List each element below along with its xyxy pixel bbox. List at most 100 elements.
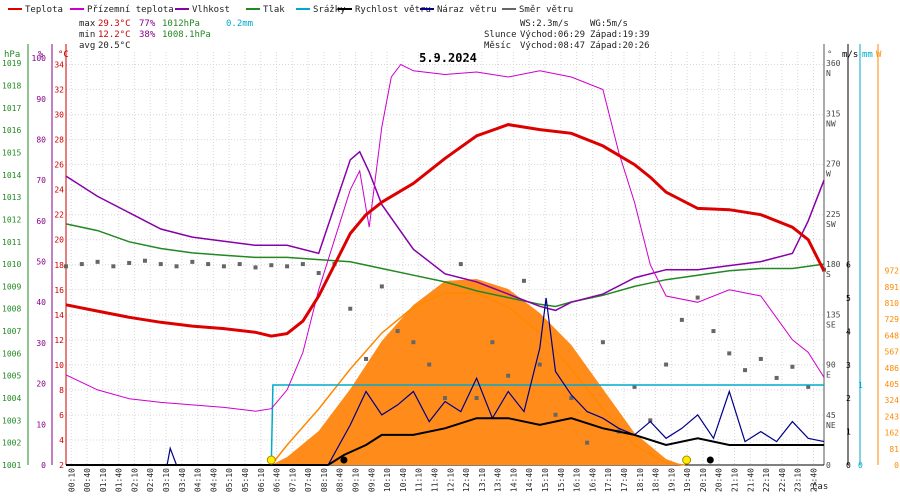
- ms-tick-label: 4: [846, 327, 851, 336]
- pct-tick-label: 100: [32, 54, 47, 63]
- dir-tick-compass: SW: [826, 220, 836, 229]
- x-tick-label: 20:40: [715, 468, 724, 492]
- x-tick-label: 17:40: [620, 468, 629, 492]
- sun-label: Slunce: [484, 30, 517, 40]
- wind-direction-point: [521, 278, 526, 283]
- x-tick-label: 23:10: [794, 468, 803, 492]
- dir-tick-compass: NE: [826, 421, 836, 430]
- hpa-tick-label: 1009: [2, 282, 21, 291]
- hpa-tick-label: 1004: [2, 394, 21, 403]
- temp-tick-label: 12: [54, 336, 64, 345]
- pct-tick-label: 60: [36, 217, 46, 226]
- x-tick-label: 11:40: [430, 468, 439, 492]
- stat-label: avg: [79, 41, 95, 51]
- w-tick-label: 972: [885, 267, 900, 276]
- humidity-line: [65, 150, 825, 312]
- x-tick-label: 01:10: [99, 468, 108, 492]
- legend-label: Rychlost větru: [355, 5, 431, 15]
- w-tick-label: 405: [885, 380, 900, 389]
- wind-direction-point: [316, 271, 321, 276]
- w-tick-label: 891: [885, 283, 900, 292]
- pct-unit: %: [38, 50, 44, 60]
- wind-direction-point: [474, 396, 479, 401]
- wind-direction-point: [348, 306, 353, 311]
- wind-direction-point: [395, 329, 400, 334]
- ms-unit: m/s: [842, 50, 858, 60]
- temp-unit: °C: [58, 50, 69, 60]
- sunrise-marker: [266, 455, 276, 465]
- moonset-marker: [706, 456, 714, 464]
- moonrise-marker: [340, 456, 348, 464]
- w-tick-label: 729: [885, 315, 900, 324]
- x-tick-label: 02:10: [130, 468, 139, 492]
- ground-temperature-line: [65, 63, 825, 412]
- solar-radiation-area: [271, 279, 682, 465]
- stat-value: 1012hPa: [162, 19, 200, 29]
- wind-direction-point: [127, 260, 132, 265]
- moon-rise: Východ:08:47: [520, 41, 585, 51]
- wind-direction-point: [411, 340, 416, 345]
- wind-direction-point: [443, 396, 447, 401]
- wind-direction-point: [64, 264, 68, 269]
- x-tick-label: 14:10: [509, 468, 518, 492]
- hpa-tick-label: 1011: [2, 238, 21, 247]
- temp-tick-label: 16: [54, 286, 64, 295]
- x-tick-label: 06:40: [273, 468, 282, 492]
- wind-direction-point: [585, 440, 590, 445]
- temp-tick-label: 10: [54, 361, 64, 370]
- dir-tick-label: 135: [826, 310, 841, 319]
- x-tick-label: 07:40: [304, 468, 313, 492]
- w-tick-label: 0: [894, 461, 899, 470]
- wind-direction-point: [632, 384, 637, 389]
- temp-tick-label: 30: [54, 111, 64, 120]
- x-tick-label: 23:40: [809, 468, 818, 492]
- dir-tick-label: 360: [826, 59, 841, 68]
- wind-info: WG:5m/s: [590, 19, 628, 29]
- x-tick-label: 03:10: [162, 468, 171, 492]
- wind-direction-point: [95, 259, 100, 264]
- wind-direction-point: [790, 364, 795, 369]
- temp-tick-label: 6: [59, 411, 64, 420]
- sunset-marker: [682, 455, 692, 465]
- w-tick-label: 810: [885, 299, 900, 308]
- legend-label: Srážky: [313, 5, 346, 15]
- mm-tick-label: 1: [858, 381, 863, 390]
- x-tick-label: 15:40: [557, 468, 566, 492]
- wind-direction-point: [727, 351, 732, 356]
- wind-direction-point: [490, 340, 495, 345]
- x-tick-label: 10:10: [383, 468, 392, 492]
- temp-tick-label: 32: [54, 86, 64, 95]
- chart-title: 5.9.2024: [419, 51, 477, 65]
- x-tick-label: 09:40: [367, 468, 376, 492]
- wind-direction-point: [253, 265, 258, 270]
- wind-direction-point: [711, 329, 716, 334]
- w-tick-label: 162: [885, 429, 900, 438]
- wind-direction-point: [600, 340, 605, 345]
- hpa-unit: hPa: [4, 50, 20, 60]
- wind-direction-point: [648, 418, 653, 423]
- dir-tick-compass: NW: [826, 119, 836, 128]
- ms-tick-label: 6: [846, 261, 851, 270]
- w-tick-label: 81: [889, 445, 899, 454]
- w-unit: W: [876, 50, 882, 60]
- wind-direction-point: [190, 259, 195, 264]
- pct-tick-label: 80: [36, 135, 46, 144]
- hpa-tick-label: 1017: [2, 104, 21, 113]
- x-tick-label: 13:10: [478, 468, 487, 492]
- x-tick-label: 12:10: [446, 468, 455, 492]
- wind-direction-point: [221, 264, 226, 269]
- hpa-tick-label: 1007: [2, 327, 21, 336]
- wind-direction-point: [111, 264, 116, 269]
- hpa-tick-label: 1018: [2, 81, 21, 90]
- pct-tick-label: 30: [36, 339, 46, 348]
- dir-tick-compass: N: [826, 69, 831, 78]
- x-tick-label: 19:40: [683, 468, 692, 492]
- x-tick-label: 19:10: [667, 468, 676, 492]
- w-tick-label: 648: [885, 331, 900, 340]
- hpa-tick-label: 1002: [2, 439, 21, 448]
- x-tick-label: 07:10: [288, 468, 297, 492]
- hpa-tick-label: 1010: [2, 260, 21, 269]
- pct-tick-label: 20: [36, 380, 46, 389]
- stat-label: min: [79, 30, 95, 40]
